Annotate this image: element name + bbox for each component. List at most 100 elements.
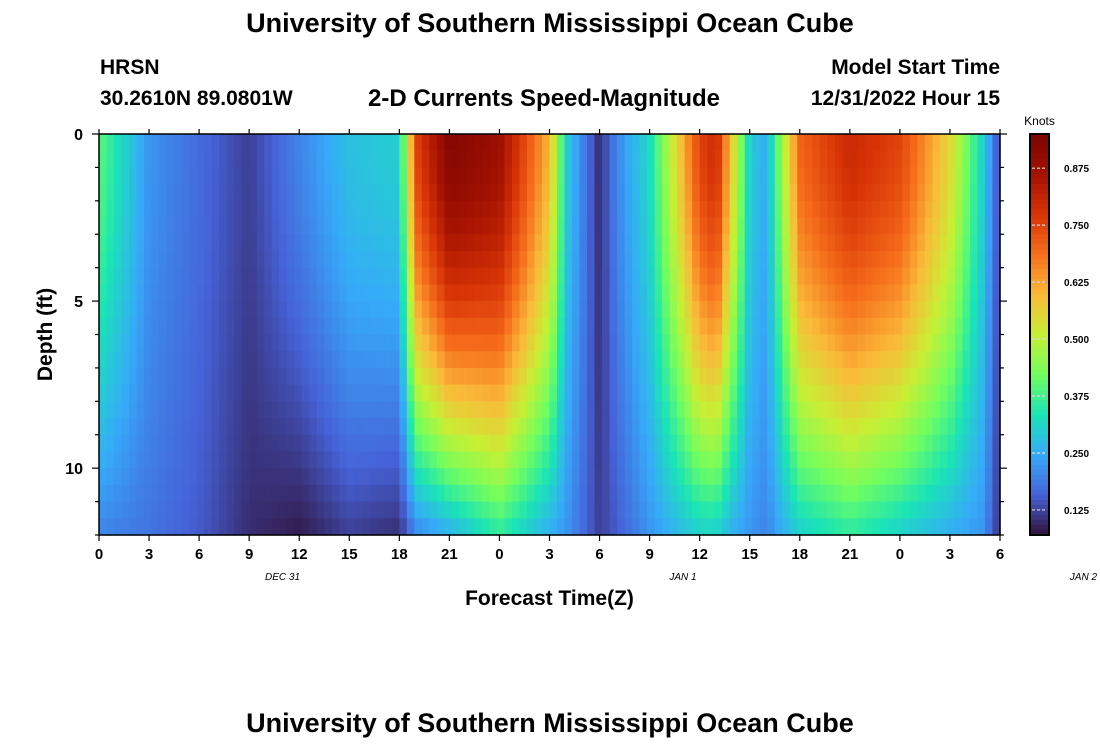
heatmap-cell [481,451,491,469]
heatmap-cell [346,200,355,219]
heatmap-cell [887,484,896,503]
heatmap-cell [309,200,318,219]
heatmap-cell [692,284,701,302]
heatmap-cell [804,401,813,419]
heatmap-cell [511,501,521,519]
heatmap-cell [767,468,776,486]
heatmap-cell [827,234,836,252]
heatmap-cell [932,284,941,302]
colorbar-segment [1030,294,1049,301]
heatmap-cell [992,284,1001,302]
heatmap-cell [301,367,310,386]
heatmap-cell [624,367,633,386]
heatmap-cell [541,334,551,352]
heatmap-cell [526,401,536,419]
heatmap-cell [827,200,836,219]
heatmap-cell [549,401,558,419]
heatmap-cell [579,167,588,185]
heatmap-cell [587,301,596,319]
heatmap-cell [699,234,708,252]
colorbar-segment [1030,504,1049,511]
heatmap-cell [947,267,956,285]
heatmap-cell [504,484,513,503]
heatmap-cell [579,384,588,402]
heatmap-cell [459,284,468,302]
heatmap-cell [121,468,130,486]
heatmap-cell [639,250,648,269]
heatmap-cell [797,434,806,453]
heatmap-cell [526,451,536,469]
heatmap-cell [436,351,445,369]
heatmap-cell [181,367,190,386]
heatmap-cell [789,250,798,269]
heatmap-cell [196,468,205,486]
heatmap-cell [669,468,678,486]
heatmap-cell [129,501,138,519]
heatmap-cell [602,334,611,352]
heatmap-cell [872,434,881,453]
heatmap-cell [752,351,761,369]
heatmap-cell [684,134,693,152]
colorbar-segment [1030,184,1049,190]
heatmap-cell [879,468,888,486]
heatmap-cell [819,284,828,302]
heatmap-cell [767,184,776,202]
heatmap-cell [451,284,460,302]
colorbar-segment [1030,334,1049,341]
heatmap-cell [707,317,716,336]
heatmap-cell [602,200,611,219]
heatmap-cell [804,234,813,252]
heatmap-cell [752,317,761,336]
heatmap-cell [421,284,430,302]
heatmap-cell [729,134,738,152]
heatmap-cell [339,484,348,503]
heatmap-cell [954,184,964,202]
heatmap-cell [249,184,258,202]
heatmap-cell [399,518,408,536]
heatmap-cell [872,418,881,436]
heatmap-cell [309,367,318,386]
heatmap-cell [429,468,438,486]
heatmap-cell [354,284,363,302]
heatmap-cell [369,217,378,235]
heatmap-cell [181,434,190,453]
heatmap-cell [151,250,160,269]
colorbar-segment [1030,489,1049,496]
heatmap-cell [309,234,318,252]
heatmap-cell [909,418,919,436]
heatmap-cell [181,200,190,219]
heatmap-cell [466,367,476,386]
heatmap-cell [129,134,138,152]
heatmap-cell [737,434,746,453]
heatmap-cell [421,434,430,453]
heatmap-cell [451,401,460,419]
heatmap-cell [579,484,588,503]
heatmap-cell [451,167,460,185]
heatmap-cell [196,451,205,469]
heatmap-cell [594,150,603,169]
heatmap-cell [489,451,498,469]
heatmap-cell [774,317,783,336]
heatmap-cell [384,134,393,152]
heatmap-cell [699,301,708,319]
heatmap-cell [181,468,190,486]
heatmap-cell [279,468,288,486]
colorbar-segment [1030,149,1049,155]
heatmap-cell [346,217,355,235]
heatmap-cell [121,150,130,169]
heatmap-cell [324,351,333,369]
heatmap-cell [677,284,686,302]
heatmap-cell [954,200,964,219]
heatmap-cell [909,267,919,285]
colorbar-segment [1030,154,1049,160]
heatmap-cell [962,367,971,386]
heatmap-cell [752,284,761,302]
heatmap-cell [767,384,776,402]
heatmap-cell [947,351,956,369]
heatmap-cell [526,484,536,503]
heatmap-cell [361,434,370,453]
heatmap-cell [144,418,153,436]
heatmap-cell [699,501,708,519]
heatmap-cell [541,200,551,219]
heatmap-cell [924,301,934,319]
